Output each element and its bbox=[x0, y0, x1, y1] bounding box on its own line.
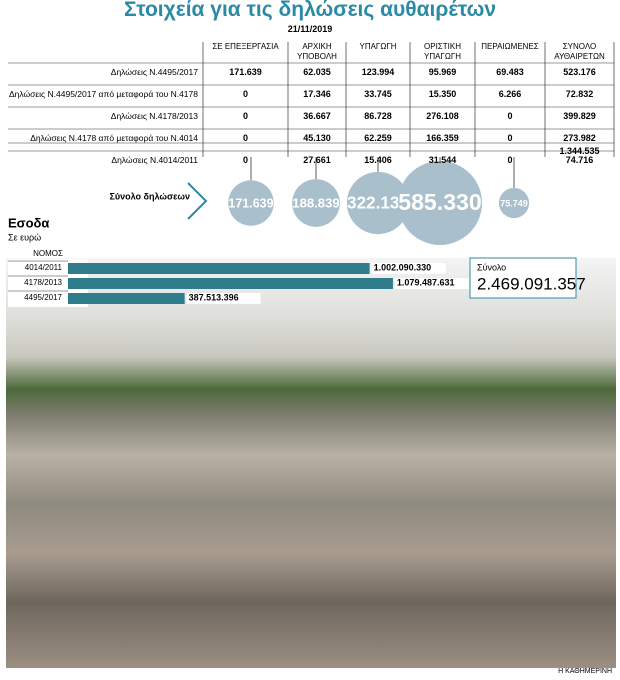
table-cell: 31.544 bbox=[428, 155, 457, 165]
y-tick-label: 4178/2013 bbox=[24, 278, 62, 287]
row-label: Δηλώσεις Ν.4178 από μεταφορά του Ν.4014 bbox=[30, 133, 198, 143]
y-tick-label: 4495/2017 bbox=[24, 293, 62, 302]
value-bg bbox=[186, 293, 261, 304]
table-cell: 17.346 bbox=[303, 89, 331, 99]
table-cell: 171.639 bbox=[229, 67, 262, 77]
bar bbox=[68, 263, 370, 274]
source: Η ΚΑΘΗΜΕΡΙΝΗ bbox=[558, 668, 612, 675]
bar-subtitle: Σε ευρώ bbox=[8, 232, 41, 242]
bubble-value: 322.132 bbox=[347, 193, 409, 213]
table-cell: 72.832 bbox=[565, 89, 594, 99]
table-cell: 36.667 bbox=[303, 111, 331, 121]
total-box bbox=[469, 257, 577, 299]
bubble bbox=[498, 187, 530, 219]
bubble bbox=[346, 171, 410, 235]
table-cell: 33.745 bbox=[364, 89, 392, 99]
value-label: 387.513.396 bbox=[189, 292, 239, 302]
city-photo bbox=[6, 258, 616, 668]
table-cell: 0 bbox=[507, 111, 513, 121]
column-header: ΥΠΑΓΩΓΗ bbox=[359, 42, 397, 51]
table-cell: 0 bbox=[242, 111, 248, 121]
column-header: ΣΥΝΟΛΟ ΑΥΘΑΙΡΕΤΩΝ bbox=[554, 42, 605, 61]
table-cell: 95.969 bbox=[428, 67, 457, 77]
bubble bbox=[228, 180, 274, 226]
table-cell: 523.176 bbox=[563, 67, 596, 77]
table-cell: 399.829 bbox=[563, 111, 596, 121]
column-header: ΣΕ ΕΠΕΞΕΡΓΑΣΙΑ bbox=[212, 42, 279, 51]
bubble-label: Σύνολο δηλώσεων bbox=[109, 191, 190, 201]
bar bbox=[68, 293, 185, 304]
row-label: Δηλώσεις Ν.4014/2011 bbox=[111, 155, 198, 165]
bubble-value: 75.749 bbox=[500, 198, 528, 208]
table-cell: 166.359 bbox=[426, 133, 459, 143]
total-value: 2.469.091.357 bbox=[477, 274, 586, 293]
bubble bbox=[398, 161, 482, 245]
table-total: 1.344.535 bbox=[559, 146, 600, 156]
table-cell: 273.982 bbox=[563, 133, 596, 143]
table-cell: 123.994 bbox=[361, 67, 395, 77]
bar bbox=[68, 278, 393, 289]
bubble bbox=[292, 179, 340, 227]
bar-title: Εσοδα bbox=[8, 215, 49, 230]
column-header: ΠΕΡΑΙΩΜΕΝΕΣ bbox=[481, 42, 539, 51]
title: Στοιχεία για τις δηλώσεις αυθαιρέτων bbox=[123, 0, 497, 21]
value-label: 1.079.487.631 bbox=[397, 277, 455, 287]
total-label: Σύνολο bbox=[477, 262, 506, 272]
table-cell: 0 bbox=[507, 155, 513, 165]
bubble-value: 171.639 bbox=[228, 196, 273, 210]
column-header: ΟΡΙΣΤΙΚΗ ΥΠΑΓΩΓΗ bbox=[423, 42, 462, 61]
row-label: Δηλώσεις Ν.4495/2017 bbox=[110, 67, 198, 77]
value-bg bbox=[371, 263, 446, 274]
table-cell: 15.406 bbox=[364, 155, 392, 165]
table-cell: 0 bbox=[242, 89, 248, 99]
table-cell: 0 bbox=[242, 133, 248, 143]
y-tick-label: 4014/2011 bbox=[25, 263, 63, 272]
table-cell: 276.108 bbox=[426, 111, 459, 121]
value-bg bbox=[394, 278, 469, 289]
value-label: 1.002.090.330 bbox=[374, 262, 432, 272]
table-cell: 69.483 bbox=[496, 67, 524, 77]
table-cell: 45.130 bbox=[303, 133, 331, 143]
table-cell: 6.266 bbox=[498, 89, 522, 99]
bubble-value: 585.330 bbox=[398, 189, 481, 215]
date: 21/11/2019 bbox=[287, 24, 333, 34]
table-cell: 0 bbox=[242, 155, 248, 165]
table-cell: 74.716 bbox=[565, 155, 594, 165]
table-cell: 86.728 bbox=[364, 111, 392, 121]
table-cell: 0 bbox=[507, 133, 513, 143]
table-cell: 62.259 bbox=[364, 133, 392, 143]
column-header: ΑΡΧΙΚΗ ΥΠΟΒΟΛΗ bbox=[297, 42, 337, 61]
table-cell: 15.350 bbox=[428, 89, 457, 99]
row-label: Δηλώσεις Ν.4178/2013 bbox=[110, 111, 198, 121]
bubble-value: 188.839 bbox=[292, 195, 339, 210]
table-cell: 27.661 bbox=[303, 155, 331, 165]
table-cell: 62.035 bbox=[303, 67, 331, 77]
row-label: Δηλώσεις Ν.4495/2017 από μεταφορά του Ν.… bbox=[8, 89, 198, 99]
chevron bbox=[187, 182, 208, 220]
category-header: ΝΟΜΟΣ bbox=[33, 249, 63, 258]
